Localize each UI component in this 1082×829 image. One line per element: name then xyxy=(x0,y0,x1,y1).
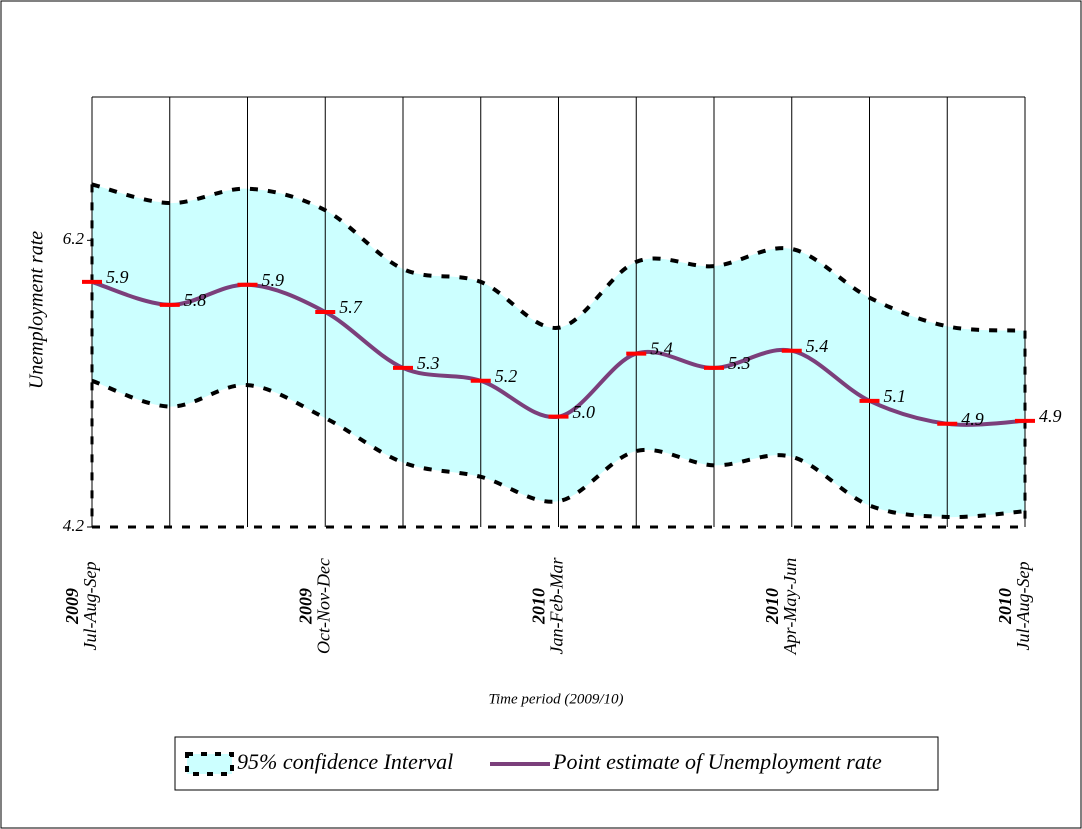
value-label: 4.9 xyxy=(961,409,984,429)
value-label: 5.4 xyxy=(806,336,829,356)
y-tick-label: 6.2 xyxy=(63,229,85,248)
x-tick-year: 2009 xyxy=(62,588,82,625)
legend-swatch xyxy=(185,752,234,776)
band-upper-edge xyxy=(91,182,1026,333)
x-tick-year: 2010 xyxy=(995,588,1015,625)
x-tick-label: Jul-Aug-Sep xyxy=(80,562,100,651)
value-label: 5.4 xyxy=(650,339,673,359)
y-tick-label: 4.2 xyxy=(63,516,85,535)
value-label: 5.3 xyxy=(728,353,751,373)
y-axis-title: Unemployment rate xyxy=(26,231,48,389)
value-label: 5.0 xyxy=(573,402,596,422)
value-label: 5.1 xyxy=(884,386,907,406)
x-axis-title: Time period (2009/10) xyxy=(489,691,624,707)
x-tick-year: 2010 xyxy=(762,588,782,625)
legend-label: 95% confidence Interval xyxy=(237,749,453,774)
band-lower-edge xyxy=(91,378,1026,520)
x-tick-year: 2009 xyxy=(295,588,315,625)
legend-label: Point estimate of Unemployment rate xyxy=(552,749,882,774)
value-label: 5.3 xyxy=(417,353,440,373)
value-label: 5.9 xyxy=(262,270,285,290)
x-tick-label: Apr-May-Jun xyxy=(780,558,800,656)
x-tick-year: 2010 xyxy=(529,588,549,625)
value-label: 5.7 xyxy=(339,297,363,317)
value-label: 5.9 xyxy=(106,267,129,287)
value-label: 4.9 xyxy=(1039,406,1062,426)
x-tick-label: Oct-Nov-Dec xyxy=(313,558,333,654)
value-label: 5.8 xyxy=(184,290,207,310)
x-tick-label: Jul-Aug-Sep xyxy=(1013,562,1033,651)
value-label: 5.2 xyxy=(495,366,518,386)
legend-box xyxy=(174,736,939,791)
x-tick-label: Jan-Feb-Mar xyxy=(547,557,567,655)
